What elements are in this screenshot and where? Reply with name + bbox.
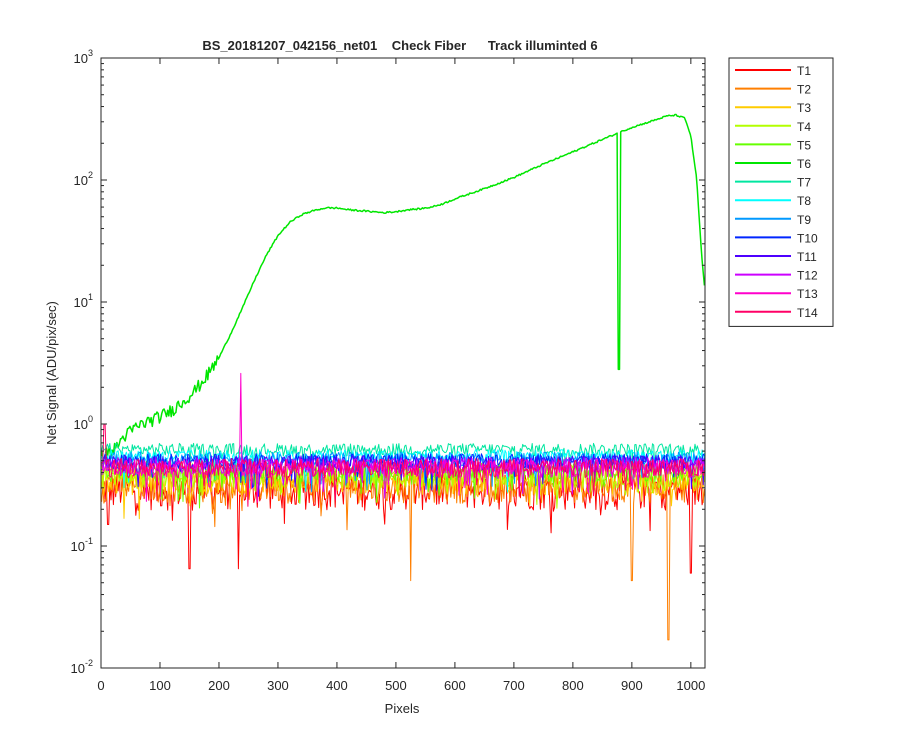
series-line-t14	[101, 423, 705, 507]
x-tick-label: 500	[385, 678, 407, 693]
x-tick-label: 300	[267, 678, 289, 693]
legend: T1 T2 T3 T4 T5 T6 T7 T8 T9 T10 T11 T12 T13 T14	[728, 57, 834, 327]
x-tick-label: 100	[149, 678, 171, 693]
legend-box	[728, 57, 834, 327]
legend-label-t9: T9	[797, 213, 811, 227]
legend-label-t1: T1	[797, 64, 811, 78]
y-tick-label: 100	[74, 414, 93, 432]
series-line-t4	[101, 464, 705, 509]
legend-label-t13: T13	[797, 287, 818, 301]
legend-label-t2: T2	[797, 83, 811, 97]
plot-area	[101, 58, 705, 668]
plot-frame	[100, 57, 706, 669]
legend-label-t6: T6	[797, 157, 811, 171]
chart-title: BS_20181207_042156_net01 Check Fiber Tra…	[202, 38, 597, 53]
legend-label-t7: T7	[797, 176, 811, 190]
x-tick-label: 400	[326, 678, 348, 693]
legend-label-t3: T3	[797, 101, 811, 115]
x-tick-label: 200	[208, 678, 230, 693]
x-axis: 0 100 200 300 400 500 600 700 800 900 1000	[97, 58, 705, 693]
legend-label-t11: T11	[797, 250, 817, 264]
y-tick-label: 10-2	[71, 658, 93, 676]
x-axis-label: Pixels	[385, 701, 420, 716]
x-tick-label: 0	[97, 678, 104, 693]
legend-label-t5: T5	[797, 138, 811, 152]
legend-label-t4: T4	[797, 120, 811, 134]
y-axis: 10-2 10-1 100 101 102 103	[71, 48, 705, 676]
series-line-t8	[101, 449, 705, 493]
legend-label-t8: T8	[797, 194, 811, 208]
legend-label-t10: T10	[797, 231, 818, 245]
legend-label-t12: T12	[797, 269, 818, 283]
y-tick-label: 101	[74, 292, 93, 310]
x-tick-label: 900	[621, 678, 643, 693]
y-tick-label: 103	[74, 48, 93, 66]
legend-label-t14: T14	[797, 306, 818, 320]
x-tick-label: 800	[562, 678, 584, 693]
x-tick-label: 700	[503, 678, 525, 693]
series-layer	[100, 113, 706, 641]
x-tick-label: 1000	[676, 678, 705, 693]
x-tick-label: 600	[444, 678, 466, 693]
series-line-t6	[100, 113, 706, 460]
y-axis-label: Net Signal (ADU/pix/sec)	[44, 301, 59, 445]
y-tick-label: 102	[74, 170, 93, 188]
y-tick-label: 10-1	[71, 536, 93, 554]
